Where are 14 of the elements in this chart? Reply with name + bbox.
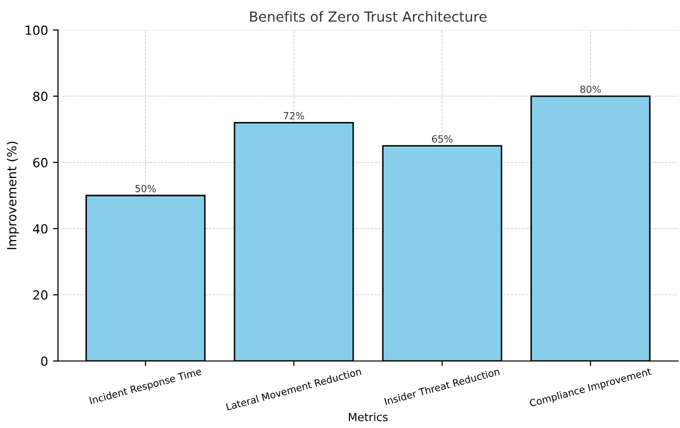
chart-title: Benefits of Zero Trust Architecture xyxy=(250,11,487,22)
x-axis-title: Metrics xyxy=(348,412,388,422)
data-label: 72% xyxy=(284,112,304,120)
y-tick-label: 100 xyxy=(26,25,48,35)
y-tick-label: 80 xyxy=(33,92,48,102)
data-label: 80% xyxy=(580,86,601,93)
y-tick-label: 0 xyxy=(41,356,48,366)
data-label: 65% xyxy=(432,135,452,143)
x-tick-label: Incident Response Time xyxy=(89,367,202,406)
y-tick-label: 40 xyxy=(32,224,48,234)
data-label: 50% xyxy=(135,184,156,192)
y-tick-label: 60 xyxy=(33,158,48,168)
y-axis-title: Improvement (%) xyxy=(6,142,19,250)
y-tick-label: 20 xyxy=(33,290,48,300)
